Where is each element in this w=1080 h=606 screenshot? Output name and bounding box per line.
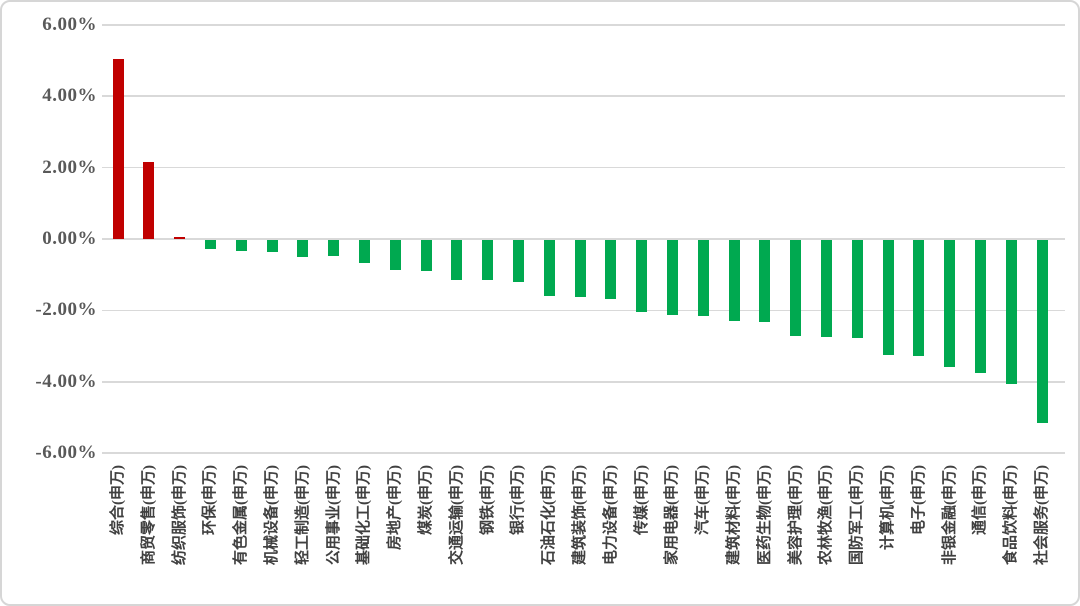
bar-9 [358,240,370,264]
x-axis-category-label: 银行(申万) [510,465,527,535]
x-axis-category-label: 家用电器(申万) [664,465,681,565]
x-axis-category-label: 美容护理(申万) [787,465,804,565]
x-axis-category-label: 通信(申万) [972,465,989,535]
x-axis-category-label: 计算机(申万) [880,465,896,550]
bar-16 [574,240,586,298]
x-axis-category-label: 公用事业(申万) [325,465,342,565]
bar-27 [913,240,925,357]
bar-29 [974,240,986,373]
x-axis-category-label: 农林牧渔(申万) [818,465,835,565]
y-axis-tick-label: 6.00% [42,13,97,35]
bar-4 [204,240,216,249]
x-axis-category-label: 建筑材料(申万) [726,465,742,565]
y-axis-tick-label: 0.00% [42,228,97,249]
x-axis-category-label: 综合(申万) [110,465,126,535]
x-axis-category-label: 轻工制造(申万) [294,465,311,565]
y-axis-tick-label: -2.00% [35,299,97,321]
x-axis-category-label: 医药生物(申万) [756,465,773,565]
bar-5 [235,240,247,252]
bar-21 [728,240,740,322]
gridline-0 [102,238,1065,240]
x-axis-category-label: 汽车(申万) [695,465,712,535]
x-axis-category-label: 食品饮料(申万) [1003,465,1020,565]
x-axis-category-label: 钢铁(申万) [479,465,496,535]
bar-7 [297,240,309,258]
x-axis-category-label: 环保(申万) [202,465,219,535]
bar-28 [944,240,956,367]
bar-25 [851,240,863,338]
gridline-4 [102,95,1065,97]
gridline-6 [102,24,1065,26]
x-axis-category-label: 交通运输(申万) [448,465,465,565]
x-axis-category-label: 机械设备(申万) [264,465,280,565]
bar-17 [605,240,617,299]
bar-31 [1036,240,1048,424]
y-axis-tick-label: -6.00% [35,442,97,464]
x-axis-category-label: 国防军工(申万) [849,465,866,565]
x-axis-category-label: 电力设备(申万) [602,465,619,565]
gridline--6 [102,452,1065,454]
bar-8 [328,240,340,257]
bar-23 [790,240,802,337]
bar-2 [143,161,155,239]
bar-1 [112,58,124,239]
bar-22 [759,240,771,323]
bar-26 [882,240,894,356]
x-axis-category-label: 社会服务(申万) [1034,465,1050,565]
bar-14 [512,240,524,282]
gridline--4 [102,381,1065,383]
x-axis-category-label: 传媒(申万) [633,465,650,535]
bar-30 [1005,240,1017,384]
bar-18 [636,240,648,313]
x-axis-category-label: 房地产(申万) [387,465,404,550]
bar-15 [543,240,555,296]
bar-3 [174,236,186,239]
x-axis-category-label: 非银金融(申万) [941,465,958,565]
y-axis-tick-label: 2.00% [42,156,97,178]
x-axis-category-label: 建筑装饰(申万) [572,465,588,565]
x-axis-category-label: 纺织服饰(申万) [171,465,188,565]
bar-19 [666,240,678,316]
y-axis-tick-label: 4.00% [42,85,97,107]
bar-24 [820,240,832,338]
gridline-2 [102,166,1065,169]
y-axis-tick-label: -4.00% [35,370,97,392]
gridline--2 [102,309,1065,312]
x-axis-category-label: 电子(申万) [910,465,927,535]
x-axis-category-label: 商贸零售(申万) [140,465,157,565]
x-axis-category-label: 有色金属(申万) [233,465,250,565]
x-axis-category-label: 基础化工(申万) [356,465,373,565]
bar-13 [482,240,494,281]
x-axis-category-label: 煤炭(申万) [418,465,434,535]
bar-11 [420,240,432,272]
x-axis-category-label: 石油石化(申万) [541,465,558,565]
bar-6 [266,240,278,253]
bar-20 [697,240,709,317]
bar-12 [451,240,463,280]
bar-10 [389,240,401,270]
